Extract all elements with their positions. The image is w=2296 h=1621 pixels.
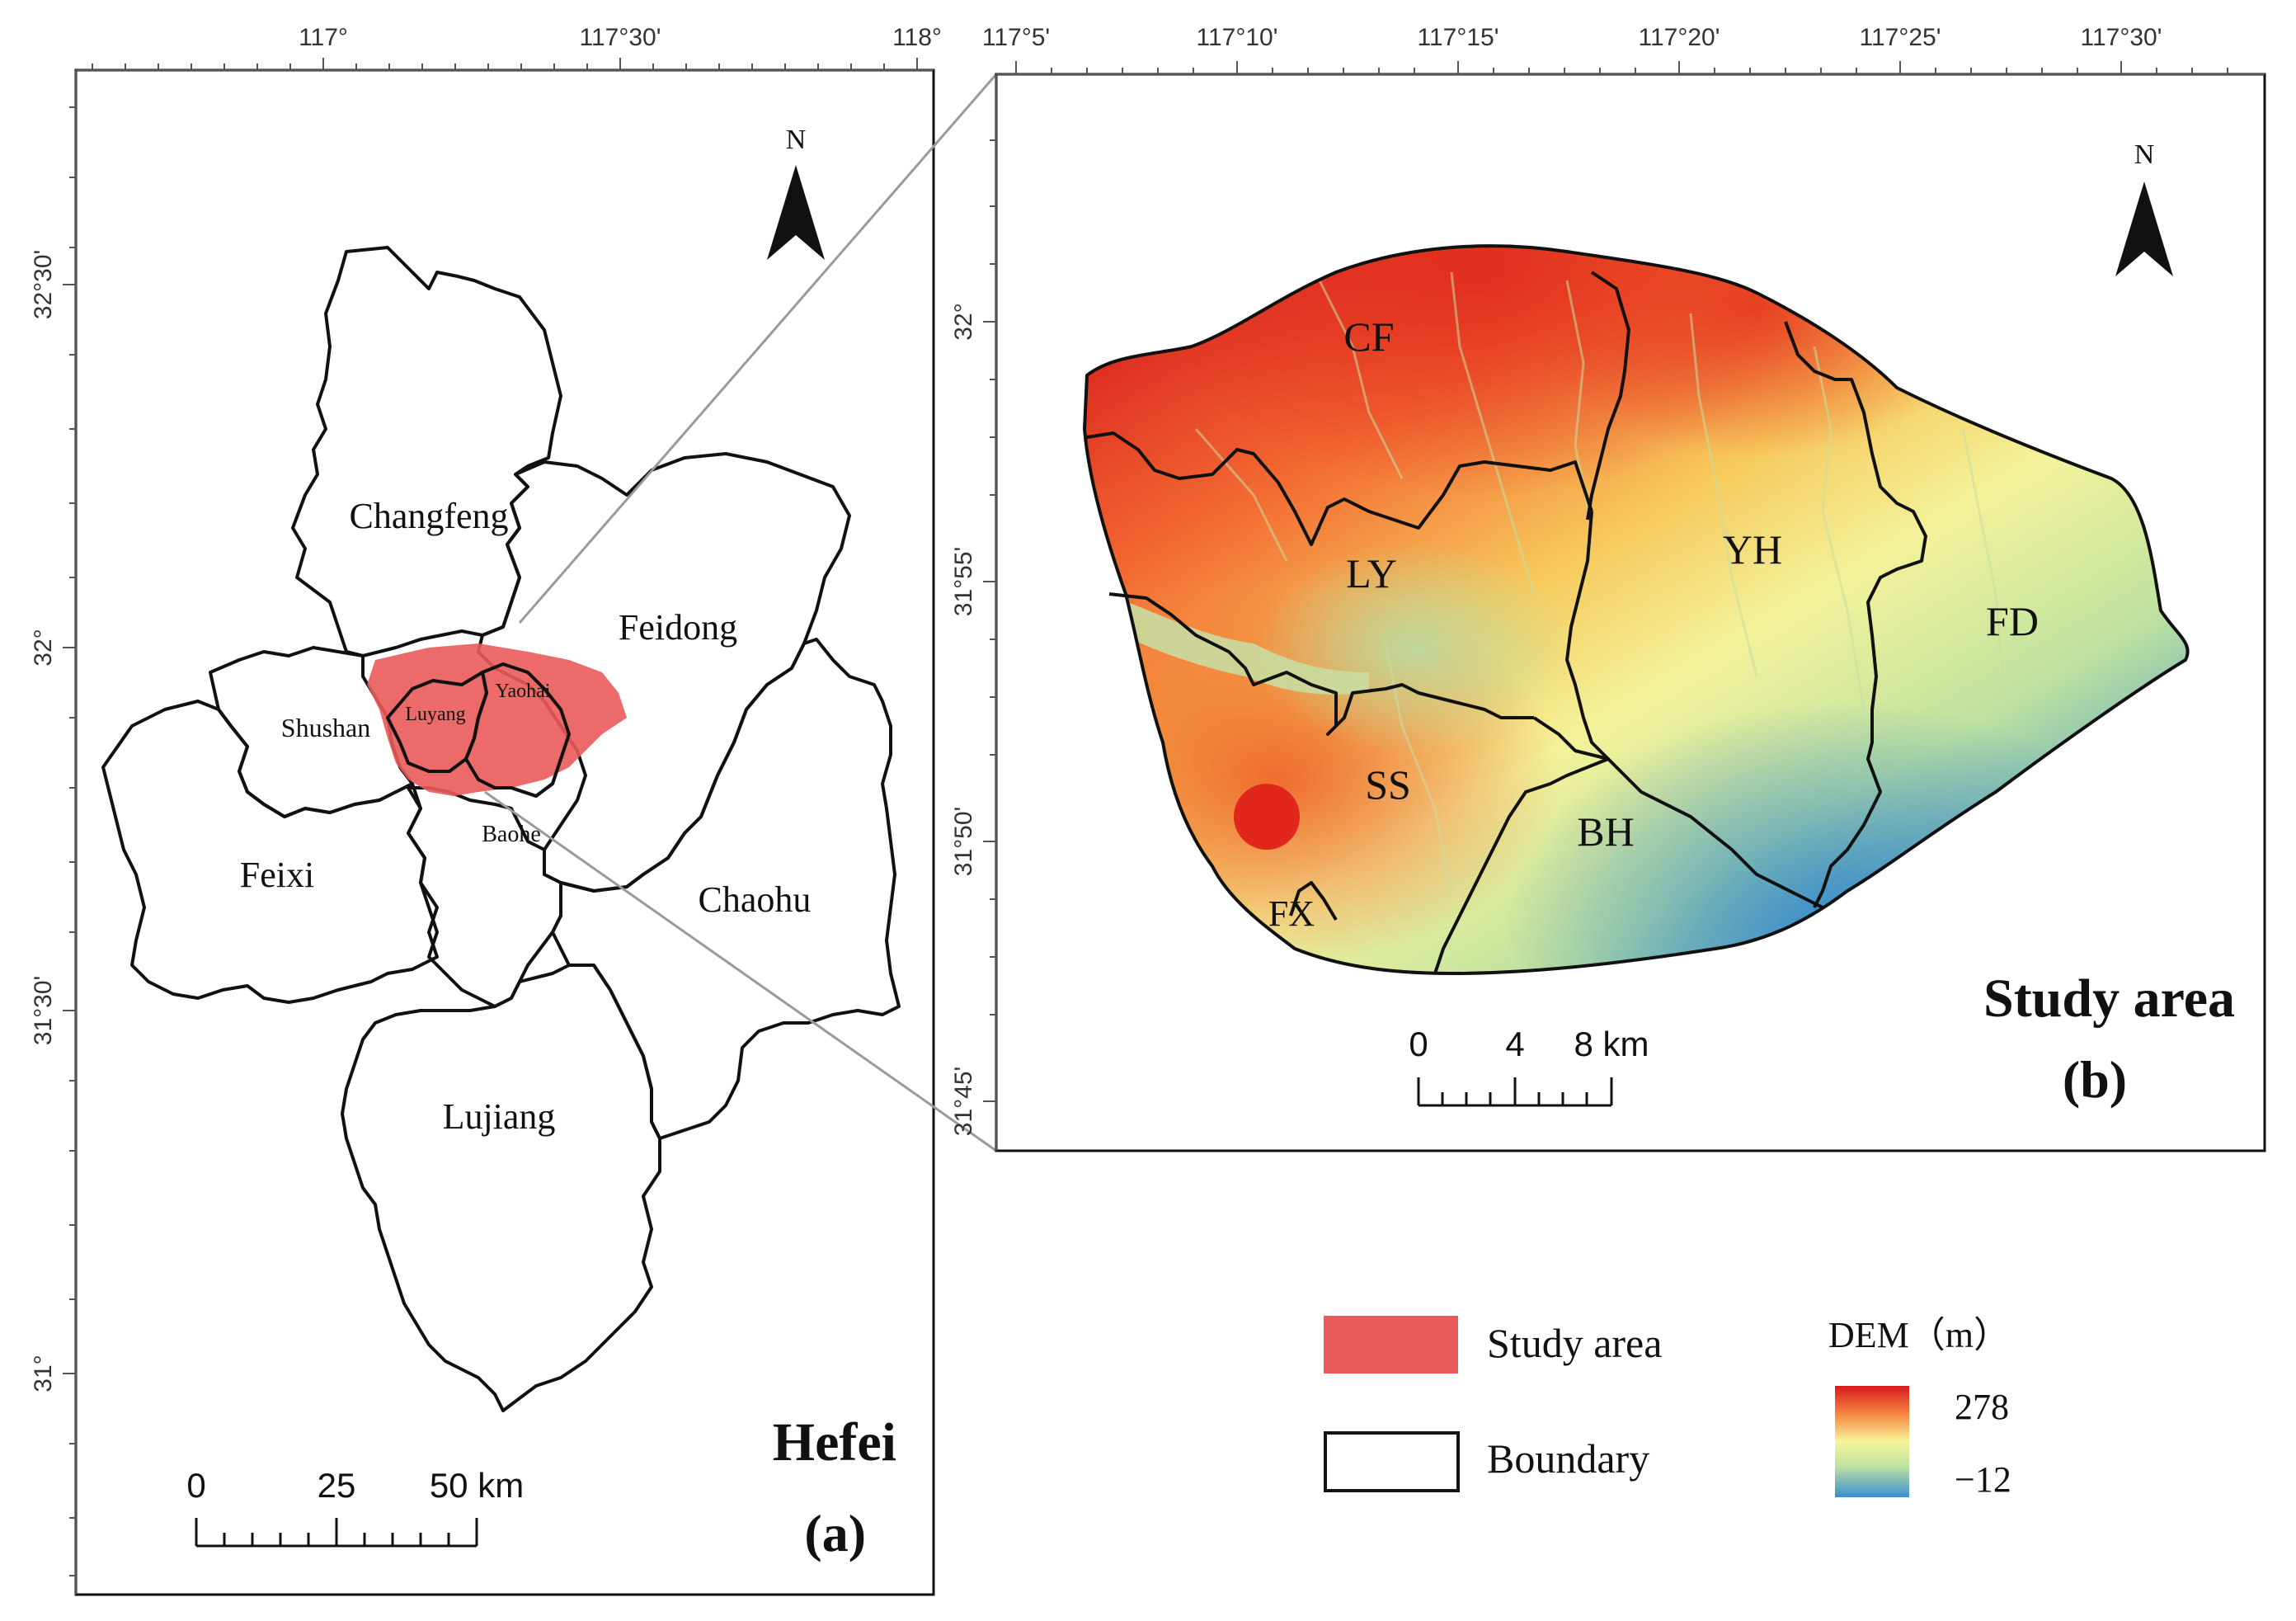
panel-b-lat-tick: 31°45' bbox=[950, 1067, 977, 1136]
label-fd: FD bbox=[1986, 598, 2039, 644]
label-bh: BH bbox=[1577, 808, 1634, 855]
label-feidong: Feidong bbox=[619, 607, 737, 648]
panel-a-top-ticks bbox=[92, 58, 918, 70]
panel-a-lon-tick: 118° bbox=[892, 24, 942, 51]
connector-line-top bbox=[518, 73, 998, 624]
panel-b-lon-tick: 117°15' bbox=[1418, 24, 1499, 51]
scale-a-label: 0 bbox=[186, 1466, 205, 1505]
label-yh: YH bbox=[1723, 526, 1782, 573]
label-shushan: Shushan bbox=[281, 713, 370, 742]
legend-dem-max: 278 bbox=[1955, 1387, 2009, 1427]
north-arrow-a: N bbox=[767, 125, 825, 260]
panel-b-lat-tick: 31°50' bbox=[950, 807, 977, 876]
panel-b-lat-tick: 31°55' bbox=[950, 547, 977, 616]
dem-color-ramp bbox=[1835, 1386, 1909, 1497]
label-baohe: Baohe bbox=[482, 822, 541, 847]
label-chaohu: Chaohu bbox=[699, 879, 812, 920]
north-label: N bbox=[2134, 139, 2155, 170]
legend-dem-min: −12 bbox=[1955, 1459, 2011, 1500]
north-label: N bbox=[786, 125, 807, 155]
scale-bar-b: 0 4 8 km bbox=[1409, 1025, 1649, 1107]
scale-b-label: 8 km bbox=[1574, 1025, 1649, 1063]
panel-a-left-ticks bbox=[63, 106, 76, 1576]
panel-b-lat-tick: 32° bbox=[950, 303, 977, 340]
label-feixi: Feixi bbox=[240, 855, 314, 895]
panel-b-title: Study area bbox=[1983, 968, 2235, 1029]
legend-study-area-label: Study area bbox=[1487, 1320, 1662, 1366]
label-changfeng: Changfeng bbox=[349, 496, 508, 536]
dem-surface bbox=[1084, 246, 2188, 973]
panel-a-label: (a) bbox=[804, 1504, 866, 1562]
scale-b-label: 0 bbox=[1409, 1025, 1428, 1063]
map-legend: Study area Boundary DEM（m） 278 −12 bbox=[1324, 1315, 2011, 1500]
panel-b-label: (b) bbox=[2063, 1050, 2127, 1109]
scale-a-label: 25 bbox=[318, 1466, 356, 1505]
panel-b-lon-tick: 117°5' bbox=[982, 24, 1050, 51]
panel-a-lat-tick: 31° bbox=[30, 1355, 57, 1392]
district-changfeng bbox=[291, 246, 562, 657]
label-fx: FX bbox=[1268, 893, 1315, 934]
legend-dem-title: DEM（m） bbox=[1828, 1315, 2010, 1355]
panel-b-lon-tick: 117°25' bbox=[1860, 24, 1941, 51]
panel-b-top-ticks bbox=[1015, 61, 2228, 74]
panel-a-lon-tick: 117° bbox=[299, 24, 348, 51]
label-ly: LY bbox=[1346, 550, 1397, 596]
panel-a-lat-tick: 32° bbox=[30, 629, 57, 666]
legend-boundary-label: Boundary bbox=[1487, 1435, 1649, 1482]
label-yaohai: Yaohai bbox=[496, 681, 551, 702]
label-cf: CF bbox=[1343, 313, 1394, 360]
panel-b-lon-tick: 117°10' bbox=[1197, 24, 1278, 51]
legend-study-area-swatch bbox=[1324, 1316, 1458, 1374]
panel-b-lon-tick: 117°20' bbox=[1639, 24, 1720, 51]
scale-b-label: 4 bbox=[1505, 1025, 1524, 1063]
scale-bar-a: 0 25 50 km bbox=[186, 1466, 524, 1548]
label-luyang: Luyang bbox=[405, 704, 465, 725]
panel-a-lat-tick: 32°30' bbox=[30, 250, 57, 319]
panel-b-lon-tick: 117°30' bbox=[2081, 24, 2162, 51]
scale-a-label: 50 km bbox=[430, 1466, 524, 1505]
panel-a-title: Hefei bbox=[773, 1412, 896, 1473]
connector-line-bottom bbox=[484, 790, 997, 1152]
panel-a-lon-tick: 117°30' bbox=[580, 24, 661, 51]
panel-b-left-ticks bbox=[983, 139, 996, 1102]
district-feixi bbox=[101, 700, 439, 1004]
label-lujiang: Lujiang bbox=[443, 1096, 556, 1137]
panel-a-lat-tick: 31°30' bbox=[30, 976, 57, 1045]
study-area-boundaries bbox=[1083, 244, 2190, 975]
label-ss: SS bbox=[1365, 761, 1411, 808]
north-arrow-b: N bbox=[2115, 139, 2173, 276]
district-lujiang bbox=[341, 964, 661, 1412]
legend-boundary-swatch bbox=[1324, 1431, 1460, 1492]
